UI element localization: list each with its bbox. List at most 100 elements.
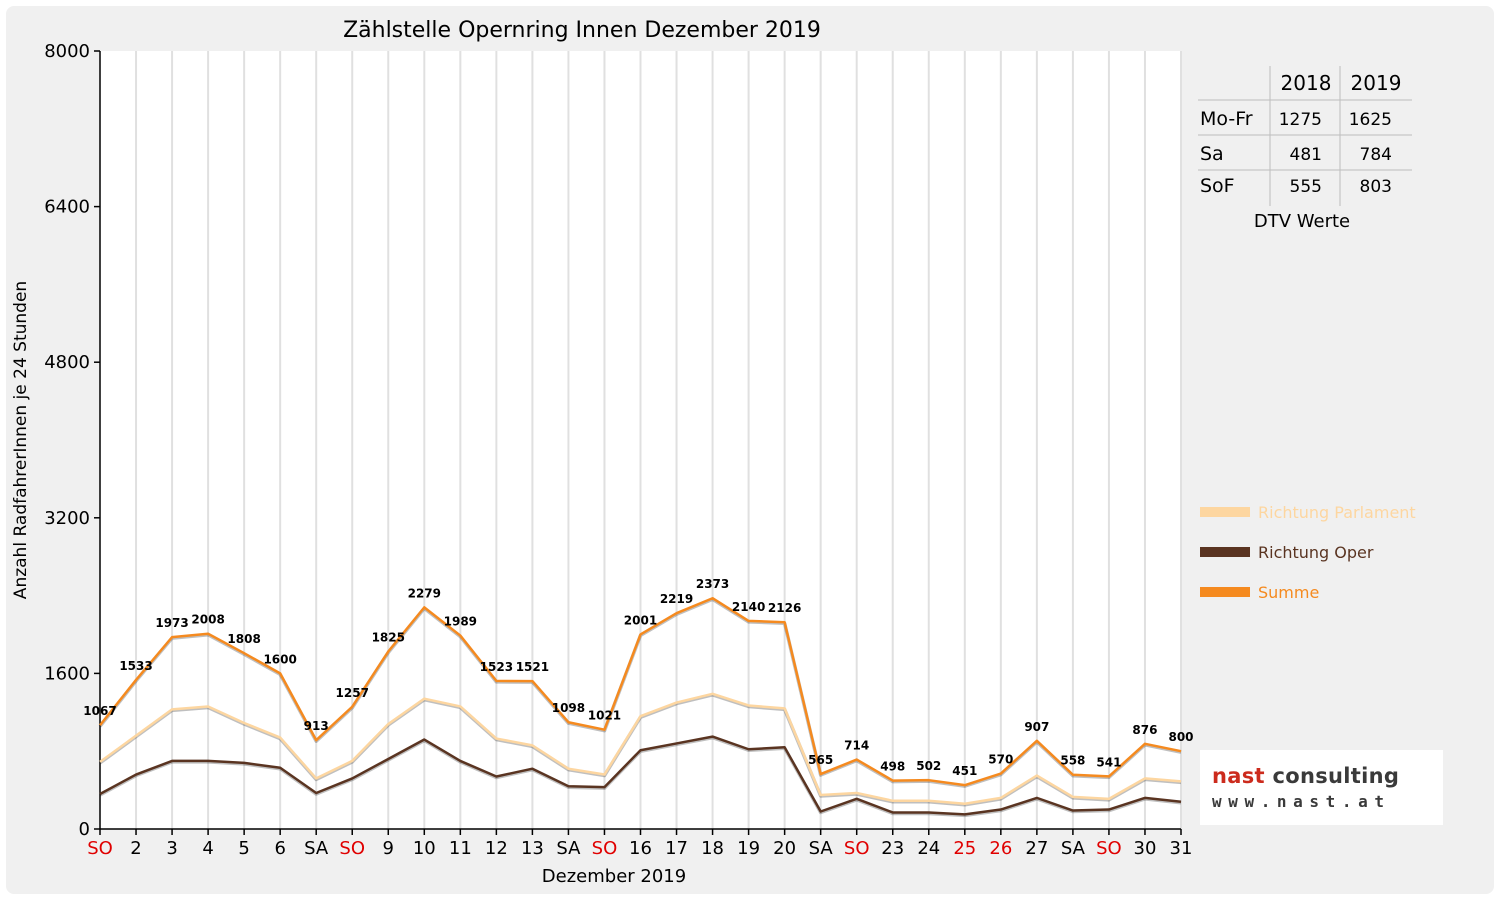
dtv-cell: 1625 — [1349, 110, 1392, 130]
dtv-cell: 555 — [1290, 177, 1322, 197]
dtv-caption: DTV Werte — [1254, 211, 1350, 232]
data-label: 2126 — [768, 601, 801, 615]
x-tick-label: 4 — [202, 838, 213, 859]
y-tick-label: 1600 — [44, 663, 90, 684]
data-label: 570 — [988, 753, 1013, 767]
x-tick-label: SO — [844, 838, 870, 859]
data-label: 1825 — [372, 631, 405, 645]
dtv-table: 2018 2019 Mo-Fr 1275 1625 Sa 481 784 SoF… — [1198, 66, 1412, 241]
data-label: 913 — [304, 719, 329, 733]
data-label: 2219 — [660, 592, 693, 606]
legend: Richtung Parlament Richtung Oper Summe — [1200, 492, 1416, 612]
data-label: 1600 — [263, 652, 296, 666]
dtv-cell: 803 — [1360, 177, 1392, 197]
y-tick-label: 0 — [79, 819, 90, 840]
x-tick-label: 31 — [1170, 838, 1193, 859]
dtv-row-label: SoF — [1200, 175, 1235, 197]
series-line-oper — [99, 735, 1182, 816]
x-tick-label: SO — [339, 838, 365, 859]
data-label: 451 — [952, 764, 977, 778]
legend-label-oper: Richtung Oper — [1258, 542, 1374, 562]
legend-label-parlament: Richtung Parlament — [1258, 502, 1416, 522]
data-label: 541 — [1096, 755, 1121, 769]
data-label: 2140 — [732, 600, 765, 614]
x-tick-label: 12 — [485, 838, 508, 859]
x-tick-label: 17 — [665, 838, 688, 859]
chart-title: Zählstelle Opernring Innen Dezember 2019 — [343, 18, 821, 43]
x-tick-label: 13 — [521, 838, 544, 859]
data-label: 907 — [1024, 720, 1049, 734]
x-tick-label: SO — [592, 838, 618, 859]
data-label: 714 — [844, 739, 869, 753]
data-label: 1973 — [155, 616, 188, 630]
data-label: 2279 — [408, 586, 441, 600]
legend-swatch-parlament — [1200, 507, 1250, 517]
x-tick-label: 16 — [629, 838, 652, 859]
legend-item-summe: Summe — [1200, 572, 1416, 612]
x-tick-label: 27 — [1025, 838, 1048, 859]
legend-swatch-oper — [1200, 547, 1250, 557]
series-line-summe — [99, 596, 1182, 787]
data-label: 502 — [916, 759, 941, 773]
dtv-cell: 1275 — [1279, 110, 1322, 130]
legend-item-oper: Richtung Oper — [1200, 532, 1416, 572]
x-tick-label: SO — [1096, 838, 1122, 859]
nast-consulting-logo: nast consulting www.nast.at — [1200, 750, 1443, 825]
data-label: 1098 — [552, 701, 585, 715]
data-label: 1021 — [588, 709, 621, 723]
data-label: 1989 — [444, 615, 477, 629]
x-tick-label: 18 — [701, 838, 724, 859]
dtv-row-label: Mo-Fr — [1200, 108, 1253, 130]
x-axis-label: Dezember 2019 — [542, 866, 686, 887]
x-tick-label: 20 — [773, 838, 796, 859]
data-label: 565 — [808, 753, 833, 767]
x-tick-label: 5 — [238, 838, 249, 859]
x-tick-label: SA — [1061, 838, 1086, 859]
legend-swatch-summe — [1200, 587, 1250, 597]
grid — [100, 51, 1182, 829]
y-tick-label: 8000 — [44, 41, 90, 62]
x-tick-label: 24 — [917, 838, 940, 859]
y-tick-label: 6400 — [44, 197, 90, 218]
data-label: 2001 — [624, 613, 657, 627]
x-tick-label: 19 — [737, 838, 760, 859]
dtv-table-grid: 2018 2019 Mo-Fr 1275 1625 Sa 481 784 SoF… — [1198, 66, 1412, 232]
dtv-header-2019: 2019 — [1351, 71, 1402, 95]
data-label: 1257 — [336, 686, 369, 700]
data-label: 558 — [1060, 754, 1085, 768]
series-line-parlament — [99, 692, 1182, 805]
logo-name: nast consulting — [1212, 764, 1399, 788]
dtv-cell: 481 — [1290, 145, 1322, 165]
data-label: 498 — [880, 760, 905, 774]
x-tick-label: 10 — [413, 838, 436, 859]
data-label: 1067 — [83, 704, 116, 718]
legend-label-summe: Summe — [1258, 582, 1320, 602]
x-tick-label: 11 — [449, 838, 472, 859]
data-label: 2008 — [191, 613, 224, 627]
logo-name-nast: nast — [1212, 764, 1265, 788]
x-tick-label: 6 — [274, 838, 285, 859]
x-tick-label: 23 — [881, 838, 904, 859]
x-tick-label: SA — [304, 838, 329, 859]
y-axis-label: Anzahl RadfahrerInnen je 24 Stunden — [11, 281, 31, 599]
legend-item-parlament: Richtung Parlament — [1200, 492, 1416, 532]
x-tick-label: 30 — [1134, 838, 1157, 859]
dtv-header-2018: 2018 — [1281, 71, 1332, 95]
logo-name-consulting: consulting — [1264, 764, 1400, 788]
y-tick-label: 3200 — [44, 508, 90, 529]
x-tick-label: 25 — [953, 838, 976, 859]
x-tick-label: 2 — [130, 838, 141, 859]
y-tick-label: 4800 — [44, 352, 90, 373]
logo-url: www.nast.at — [1212, 792, 1391, 811]
data-label: 1533 — [119, 659, 152, 673]
data-label: 876 — [1132, 723, 1157, 737]
data-label: 2373 — [696, 577, 729, 591]
data-label: 1808 — [227, 632, 260, 646]
x-tick-label: 3 — [166, 838, 177, 859]
dtv-row-label: Sa — [1200, 143, 1224, 165]
x-tick-label: SO — [87, 838, 113, 859]
x-tick-label: SA — [556, 838, 581, 859]
